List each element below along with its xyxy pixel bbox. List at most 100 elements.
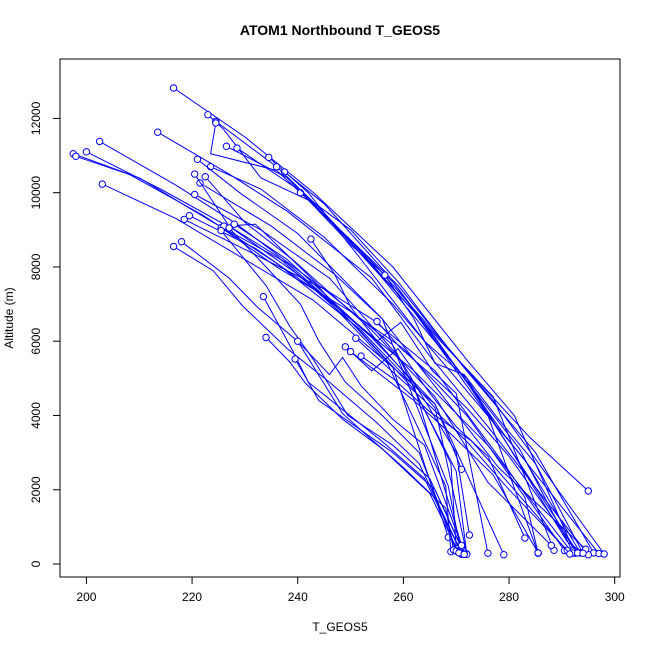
data-point	[169, 84, 178, 92]
series-line	[204, 176, 552, 546]
data-point	[352, 334, 360, 342]
y-tick-label: 12000	[29, 101, 43, 135]
data-point	[465, 531, 474, 539]
series-line	[220, 230, 462, 548]
y-tick-label: 2000	[29, 476, 43, 503]
series-line	[297, 340, 462, 546]
y-tick-label: 0	[29, 560, 43, 567]
series-line	[376, 321, 579, 554]
series-line	[173, 246, 465, 555]
plot-frame	[59, 58, 621, 578]
data-point	[225, 224, 233, 232]
data-point	[169, 242, 178, 251]
data-point	[154, 128, 162, 136]
series-line	[102, 183, 449, 538]
x-axis-label: T_GEOS5	[312, 620, 368, 634]
data-point	[230, 220, 239, 228]
y-axis: 0 2000 4000 6000 8000 10000 12000	[29, 101, 60, 567]
data-point	[204, 111, 212, 119]
series-line	[157, 131, 589, 556]
series-line	[189, 215, 452, 552]
data-point	[460, 550, 468, 558]
series-line	[360, 355, 571, 555]
data-point	[296, 189, 305, 197]
data-point	[217, 226, 225, 235]
data-point	[180, 215, 188, 224]
data-point	[259, 292, 268, 301]
series-line	[220, 227, 539, 554]
data-point	[291, 355, 299, 363]
series-line	[226, 145, 579, 553]
data-point	[566, 550, 574, 558]
data-point	[262, 333, 270, 342]
data-point	[233, 144, 241, 152]
x-axis: 200 220 240 260 280 300	[76, 577, 625, 604]
data-point	[521, 534, 529, 542]
series-line	[265, 337, 460, 554]
data-point	[177, 238, 186, 246]
x-tick-label: 260	[393, 590, 413, 604]
data-point	[72, 152, 80, 161]
data-point	[341, 343, 349, 351]
series-line	[228, 227, 457, 552]
series-line	[181, 241, 455, 550]
series-line	[223, 223, 565, 551]
series-line	[344, 346, 526, 539]
data-point	[95, 137, 104, 146]
series-line	[262, 296, 462, 554]
y-tick-label: 4000	[29, 402, 43, 429]
data-point	[82, 148, 91, 156]
data-point	[357, 352, 365, 360]
x-tick-label: 280	[499, 590, 519, 604]
data-point	[206, 163, 215, 171]
series-line	[173, 87, 576, 554]
data-point	[381, 271, 389, 279]
data-point	[579, 549, 587, 557]
data-point	[500, 551, 508, 559]
data-point	[457, 541, 466, 550]
y-tick-label: 6000	[29, 328, 43, 355]
series-line	[300, 192, 605, 555]
data-point	[222, 142, 231, 151]
data-point	[534, 549, 542, 557]
x-tick-label: 200	[76, 590, 96, 604]
series-line	[384, 274, 584, 554]
series-line	[199, 182, 462, 555]
data-point	[307, 235, 315, 243]
data-point	[193, 155, 202, 164]
series-line	[234, 223, 573, 554]
data-point	[373, 317, 381, 326]
data-point	[584, 487, 592, 495]
data-point	[600, 550, 608, 558]
series-line	[350, 351, 539, 554]
data-point	[98, 180, 107, 188]
series-line	[236, 147, 539, 554]
data-point	[294, 337, 302, 345]
data-point	[191, 170, 199, 178]
data-point	[201, 173, 210, 181]
chart-title: ATOM1 Northbound T_GEOS5	[240, 22, 440, 38]
series-layer	[69, 84, 608, 559]
data-point	[212, 119, 220, 127]
x-tick-label: 240	[288, 590, 308, 604]
y-tick-label: 8000	[29, 253, 43, 280]
data-point	[185, 212, 194, 220]
series-line	[194, 194, 470, 536]
y-tick-label: 10000	[29, 176, 43, 210]
series-line	[210, 166, 581, 554]
data-point	[272, 163, 281, 171]
series-line	[210, 122, 595, 554]
series-line	[355, 337, 568, 551]
data-point	[547, 541, 555, 550]
data-point	[484, 549, 492, 557]
x-tick-label: 220	[182, 590, 202, 604]
data-point	[346, 347, 355, 356]
data-point	[191, 190, 199, 199]
y-axis-label: Altitude (m)	[2, 287, 16, 348]
series-line	[294, 358, 465, 555]
data-point	[265, 153, 273, 162]
series-line	[310, 238, 489, 554]
x-tick-label: 300	[605, 590, 625, 604]
